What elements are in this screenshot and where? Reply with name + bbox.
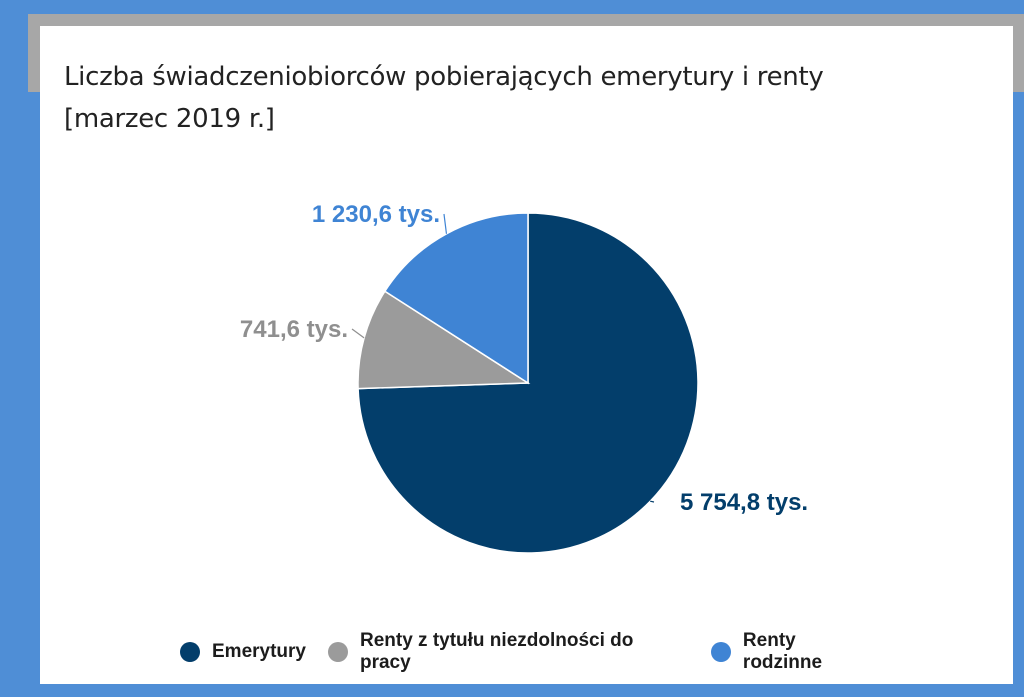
chart-title-line2: [marzec 2019 r.] — [64, 104, 275, 134]
pie-chart: 5 754,8 tys. 741,6 tys. 1 230,6 tys. — [240, 201, 808, 554]
legend-item-emerytury: Emerytury — [180, 641, 306, 663]
legend-swatch-renty-rodzinne — [710, 642, 731, 662]
data-label-emerytury: 5 754,8 tys. — [680, 489, 808, 516]
legend-swatch-emerytury — [180, 642, 200, 662]
pie-labels: 5 754,8 tys. 741,6 tys. 1 230,6 tys. — [240, 201, 808, 516]
chart-legend: Emerytury Renty z tytułu niezdolności do… — [180, 630, 880, 674]
data-label-renty-rodzinne: 1 230,6 tys. — [312, 201, 440, 228]
chart-title: Liczba świadczeniobiorców pobierających … — [64, 56, 964, 140]
leader-line-renty-rodzinne — [443, 213, 448, 234]
legend-label-emerytury: Emerytury — [212, 641, 306, 662]
leader-line-renty-niezdolnosci — [351, 328, 365, 339]
legend-label-renty-rodzinne: Renty rodzinne — [742, 630, 823, 673]
chart-card: Liczba świadczeniobiorców pobierających … — [40, 26, 1013, 684]
legend-item-renty-rodzinne: Renty rodzinne — [710, 630, 880, 674]
pie-slice-renty-niezdolnosci — [357, 290, 531, 390]
pie-slices — [357, 212, 699, 554]
legend-swatch-renty-niezdolnosci — [328, 642, 348, 662]
legend-label-renty-niezdolnosci: Renty z tytułu niezdolności do pracy — [359, 630, 634, 673]
data-label-renty-niezdolnosci: 741,6 tys. — [240, 316, 348, 343]
leader-line-emerytury — [650, 500, 655, 503]
chart-title-line1: Liczba świadczeniobiorców pobierających … — [64, 62, 824, 92]
legend-item-renty-niezdolnosci: Renty z tytułu niezdolności do pracy — [328, 630, 689, 674]
